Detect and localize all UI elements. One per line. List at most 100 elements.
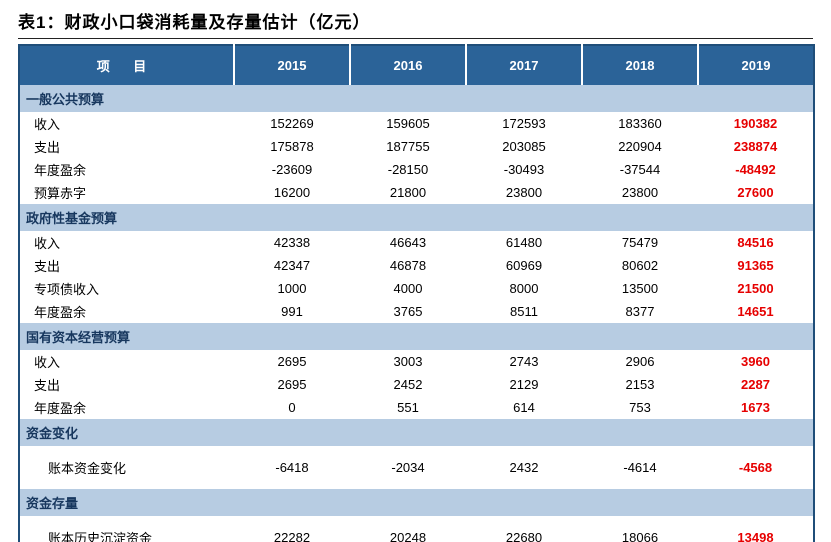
row-label: 预算赤字	[19, 181, 234, 204]
cell-value: 61480	[466, 231, 582, 254]
row-label: 支出	[19, 135, 234, 158]
table-row: 支出 175878 187755 203085 220904 238874	[19, 135, 814, 158]
row-label: 收入	[19, 350, 234, 373]
cell-value: 84516	[698, 231, 814, 254]
row-label: 年度盈余	[19, 158, 234, 181]
table-row: 预算赤字 16200 21800 23800 23800 27600	[19, 181, 814, 204]
cell-value: 0	[234, 396, 350, 419]
cell-value: 152269	[234, 112, 350, 135]
cell-value: -28150	[350, 158, 466, 181]
cell-value: 46878	[350, 254, 466, 277]
cell-value: -23609	[234, 158, 350, 181]
row-label: 收入	[19, 112, 234, 135]
cell-value: 2695	[234, 373, 350, 396]
cell-value: -2034	[350, 446, 466, 489]
column-header-year: 2015	[234, 45, 351, 85]
table-row: 支出 2695 2452 2129 2153 2287	[19, 373, 814, 396]
table-title: 表1：财政小口袋消耗量及存量估计（亿元）	[18, 13, 371, 32]
title-divider	[18, 38, 813, 39]
column-header-year: 2018	[582, 45, 699, 85]
section-title: 资金变化	[19, 419, 814, 446]
cell-value: 42347	[234, 254, 350, 277]
cell-value: 220904	[582, 135, 698, 158]
table-row: 专项债收入 1000 4000 8000 13500 21500	[19, 277, 814, 300]
cell-value: 23800	[582, 181, 698, 204]
cell-value: 2432	[466, 446, 582, 489]
cell-value: 1673	[698, 396, 814, 419]
cell-value: 190382	[698, 112, 814, 135]
cell-value: 13498	[698, 516, 814, 542]
table-row: 年度盈余 0 551 614 753 1673	[19, 396, 814, 419]
cell-value: 2743	[466, 350, 582, 373]
section-title: 资金存量	[19, 489, 814, 516]
section-header-row: 一般公共预算	[19, 85, 814, 112]
cell-value: 1000	[234, 277, 350, 300]
cell-value: 172593	[466, 112, 582, 135]
table-row: 收入 42338 46643 61480 75479 84516	[19, 231, 814, 254]
cell-value: 3765	[350, 300, 466, 323]
cell-value: 75479	[582, 231, 698, 254]
cell-value: 2906	[582, 350, 698, 373]
cell-value: 3960	[698, 350, 814, 373]
cell-value: 753	[582, 396, 698, 419]
section-header-row: 资金变化	[19, 419, 814, 446]
row-label: 账本资金变化	[19, 446, 234, 489]
cell-value: 2287	[698, 373, 814, 396]
cell-value: 187755	[350, 135, 466, 158]
table-row: 收入 2695 3003 2743 2906 3960	[19, 350, 814, 373]
cell-value: 21500	[698, 277, 814, 300]
cell-value: 13500	[582, 277, 698, 300]
section-title: 政府性基金预算	[19, 204, 814, 231]
cell-value: -37544	[582, 158, 698, 181]
column-header-year: 2017	[466, 45, 583, 85]
cell-value: 551	[350, 396, 466, 419]
row-label: 年度盈余	[19, 300, 234, 323]
cell-value: 20248	[350, 516, 466, 542]
cell-value: -48492	[698, 158, 814, 181]
cell-value: 16200	[234, 181, 350, 204]
row-label: 账本历史沉淀资金	[19, 516, 234, 542]
cell-value: 60969	[466, 254, 582, 277]
cell-value: 2695	[234, 350, 350, 373]
table-row: 年度盈余 991 3765 8511 8377 14651	[19, 300, 814, 323]
cell-value: 80602	[582, 254, 698, 277]
cell-value: 8000	[466, 277, 582, 300]
cell-value: 175878	[234, 135, 350, 158]
cell-value: 22680	[466, 516, 582, 542]
cell-value: 42338	[234, 231, 350, 254]
section-title: 国有资本经营预算	[19, 323, 814, 350]
section-header-row: 国有资本经营预算	[19, 323, 814, 350]
column-header-year: 2019	[698, 45, 814, 85]
cell-value: 183360	[582, 112, 698, 135]
cell-value: 18066	[582, 516, 698, 542]
row-label: 支出	[19, 254, 234, 277]
cell-value: 8377	[582, 300, 698, 323]
header-row: 项 目 2015 2016 2017 2018 2019	[19, 45, 814, 85]
row-label: 支出	[19, 373, 234, 396]
section-header-row: 资金存量	[19, 489, 814, 516]
cell-value: 614	[466, 396, 582, 419]
cell-value: 2129	[466, 373, 582, 396]
cell-value: 4000	[350, 277, 466, 300]
cell-value: -30493	[466, 158, 582, 181]
cell-value: 2452	[350, 373, 466, 396]
row-label: 年度盈余	[19, 396, 234, 419]
cell-value: 46643	[350, 231, 466, 254]
table-row: 支出 42347 46878 60969 80602 91365	[19, 254, 814, 277]
cell-value: 27600	[698, 181, 814, 204]
cell-value: 8511	[466, 300, 582, 323]
cell-value: -4568	[698, 446, 814, 489]
table-row: 年度盈余 -23609 -28150 -30493 -37544 -48492	[19, 158, 814, 181]
cell-value: 203085	[466, 135, 582, 158]
cell-value: 3003	[350, 350, 466, 373]
column-header-year: 2016	[350, 45, 467, 85]
fiscal-table: 项 目 2015 2016 2017 2018 2019 一般公共预算 收入 152269 15…	[18, 44, 815, 542]
table-row: 收入 152269 159605 172593 183360 190382	[19, 112, 814, 135]
section-header-row: 政府性基金预算	[19, 204, 814, 231]
cell-value: 159605	[350, 112, 466, 135]
row-label: 收入	[19, 231, 234, 254]
row-label: 专项债收入	[19, 277, 234, 300]
cell-value: -4614	[582, 446, 698, 489]
column-header-item: 项 目	[19, 45, 235, 85]
cell-value: 2153	[582, 373, 698, 396]
